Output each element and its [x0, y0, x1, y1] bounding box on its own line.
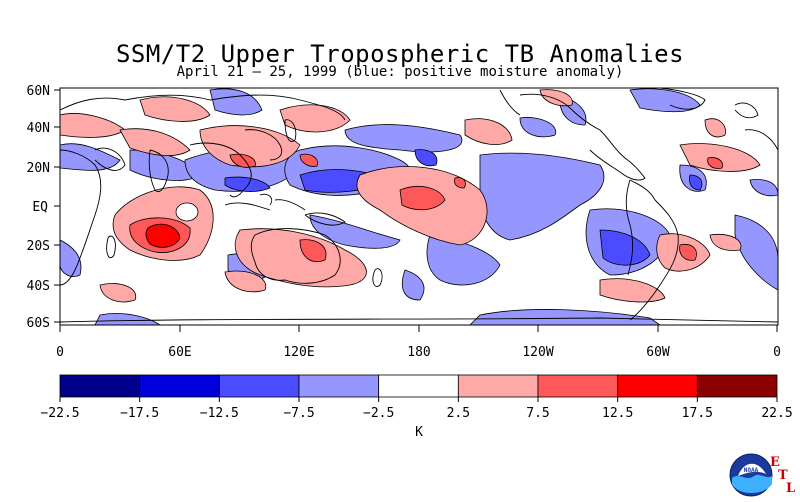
noaa-logo-text: NOAA: [744, 467, 759, 474]
noaa-logo: NOAA: [728, 452, 776, 502]
lon-label-0: 0: [56, 345, 64, 360]
colorbar-swatch: [696, 374, 778, 398]
red-region-strong: [454, 177, 466, 189]
blue-region: [60, 143, 121, 171]
lat-label-60s: 60S: [27, 316, 50, 331]
colorbar-tick-label: −17.5: [120, 406, 159, 421]
etl-letter-t: T: [778, 468, 788, 483]
lat-label-20s: 20S: [27, 239, 50, 254]
red-region-strong: [399, 186, 446, 211]
colorbar-ticks: −22.5 −17.5 −12.5 −7.5 −2.5 2.5 7.5 12.5 17.5 22.…: [40, 406, 792, 421]
lon-label-0-east: 0: [773, 345, 781, 360]
colorbar-swatch: [59, 374, 141, 398]
blue-region: [519, 117, 557, 138]
etl-letter-e: E: [770, 455, 780, 470]
blue-region-strong: [689, 174, 703, 191]
lon-label-120e: 120E: [283, 345, 314, 360]
colorbar-swatch: [537, 374, 619, 398]
red-region: [704, 118, 726, 138]
red-region: [709, 233, 742, 251]
red-region: [119, 128, 191, 156]
blue-region-strong: [599, 229, 651, 266]
blue-region: [426, 234, 501, 286]
colorbar-swatch: [218, 374, 300, 398]
blue-region: [734, 214, 778, 291]
lon-axis: [59, 325, 778, 332]
red-region: [199, 125, 301, 168]
colorbar-tick-label: 22.5: [761, 406, 792, 421]
red-region: [279, 104, 351, 133]
colorbar-tick-label: −22.5: [40, 406, 79, 421]
colorbar-tick-label: 17.5: [682, 406, 713, 421]
red-region: [224, 270, 267, 293]
colorbar-tick-label: 2.5: [447, 406, 470, 421]
blue-region: [94, 313, 161, 325]
red-region-strong: [299, 153, 318, 167]
lon-label-60w: 60W: [646, 345, 670, 360]
red-region: [539, 89, 573, 107]
red-region: [234, 228, 367, 288]
colorbar-swatch: [298, 374, 380, 398]
lat-label-40n: 40N: [27, 121, 50, 136]
lat-label-40s: 40S: [27, 279, 50, 294]
lat-label-eq: EQ: [32, 200, 48, 215]
red-region: [139, 96, 211, 122]
lat-label-60n: 60N: [27, 84, 50, 99]
colorbar: [59, 374, 778, 402]
lat-axis: [54, 89, 60, 323]
lon-label-120w: 120W: [522, 345, 553, 360]
red-region-strong: [229, 153, 256, 168]
colorbar-tick-label: −12.5: [200, 406, 239, 421]
colorbar-swatch: [139, 374, 220, 398]
blue-region-strong: [414, 149, 438, 167]
blue-region: [309, 214, 401, 249]
red-region: [679, 143, 761, 172]
coastlines: [60, 88, 778, 323]
page-subtitle: April 21 – 25, 1999 (blue: positive mois…: [176, 64, 624, 80]
colorbar-swatch: [617, 374, 698, 398]
lon-label-60e: 60E: [168, 345, 191, 360]
blue-region-strong: [224, 176, 271, 192]
colorbar-tick-label: −7.5: [283, 406, 314, 421]
colorbar-tick-label: 7.5: [526, 406, 549, 421]
lat-label-20n: 20N: [27, 161, 50, 176]
blue-region: [479, 152, 605, 241]
red-region: [599, 278, 666, 303]
blue-region: [629, 88, 701, 113]
colorbar-unit: K: [415, 425, 423, 440]
colorbar-swatch: [457, 374, 539, 398]
page-title: SSM/T2 Upper Tropospheric TB Anomalies: [115, 40, 685, 68]
red-region: [99, 283, 137, 303]
blue-region: [344, 124, 463, 153]
etl-letter-l: L: [786, 481, 796, 496]
blue-region: [749, 179, 778, 197]
colorbar-tick-label: −2.5: [363, 406, 394, 421]
lon-label-180: 180: [407, 345, 430, 360]
red-region-strong: [679, 243, 697, 261]
blue-region: [469, 309, 661, 325]
blue-region: [401, 269, 425, 301]
colorbar-swatch: [378, 374, 459, 398]
anomaly-field: [60, 88, 778, 325]
red-region-core: [145, 223, 181, 248]
red-region-strong: [299, 239, 327, 262]
red-region-strong: [707, 157, 724, 169]
red-region: [464, 118, 513, 145]
colorbar-tick-label: 12.5: [602, 406, 633, 421]
